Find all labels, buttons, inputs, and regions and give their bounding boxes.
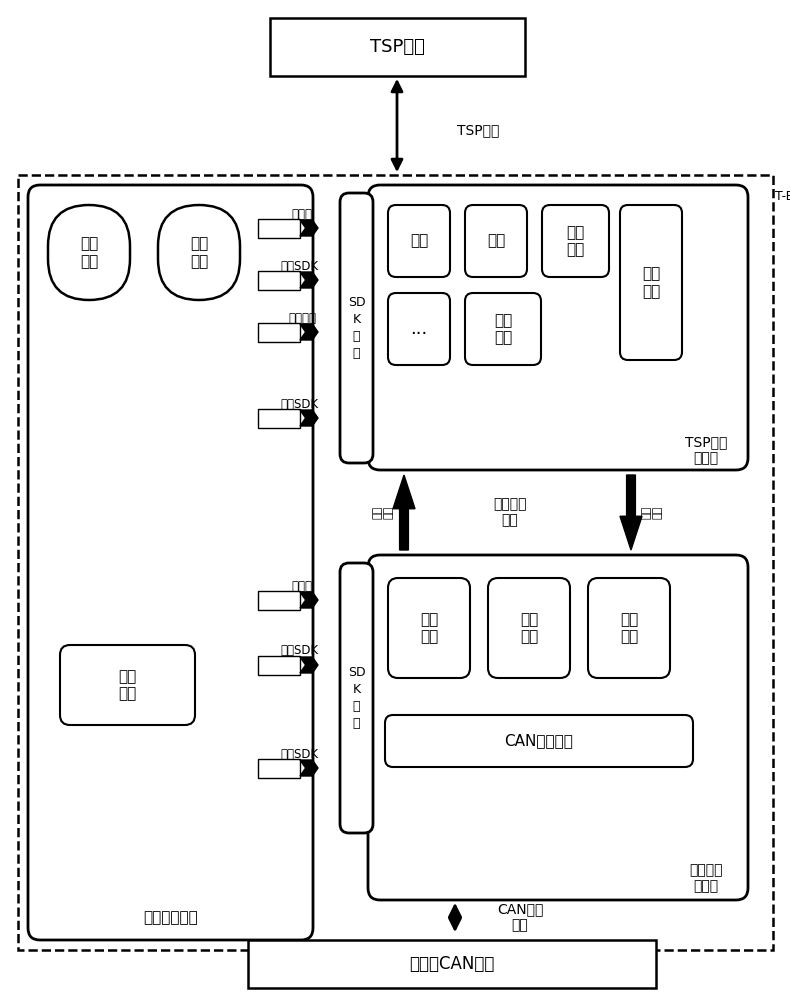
Text: 其他
业务: 其他 业务 [118, 669, 137, 701]
Text: TSP协议: TSP协议 [457, 123, 499, 137]
Text: 远程
车控: 远程 车控 [641, 266, 660, 299]
FancyBboxPatch shape [48, 205, 130, 300]
Polygon shape [300, 272, 318, 288]
Bar [248, 940, 656, 988]
Text: 日志
管理: 日志 管理 [190, 236, 208, 269]
Polygon shape [300, 220, 318, 236]
FancyBboxPatch shape [588, 578, 670, 678]
FancyBboxPatch shape [28, 185, 313, 940]
FancyBboxPatch shape [340, 193, 373, 463]
Bar [258, 322, 300, 342]
Text: 初始化: 初始化 [292, 208, 313, 221]
Polygon shape [620, 475, 642, 550]
FancyBboxPatch shape [158, 205, 240, 300]
Bar [258, 758, 300, 778]
Text: 注册: 注册 [410, 233, 428, 248]
FancyBboxPatch shape [385, 715, 693, 767]
Polygon shape [300, 410, 318, 426]
Text: SD
K
接
口: SD K 接 口 [348, 296, 365, 360]
Text: 其他
业务: 其他 业务 [620, 612, 638, 644]
Bar [258, 590, 300, 609]
Bar [258, 408, 300, 428]
Bar [18, 175, 773, 950]
Text: 停止SDK: 停止SDK [280, 748, 318, 760]
FancyBboxPatch shape [388, 205, 450, 277]
FancyBboxPatch shape [465, 205, 527, 277]
Text: 初始化: 初始化 [292, 580, 313, 592]
Text: 系统调度程序: 系统调度程序 [143, 910, 198, 926]
Text: 车型业务
文件库: 车型业务 文件库 [689, 863, 723, 893]
Text: 远程
车控: 远程 车控 [641, 506, 663, 519]
FancyBboxPatch shape [465, 293, 541, 365]
FancyBboxPatch shape [388, 293, 450, 365]
FancyBboxPatch shape [368, 185, 748, 470]
Text: 远程
车控: 远程 车控 [520, 612, 538, 644]
Text: 线程
管理: 线程 管理 [80, 236, 98, 269]
Text: 启动SDK: 启动SDK [280, 259, 318, 272]
Text: CAN数据解析: CAN数据解析 [505, 734, 574, 748]
Text: 车辆的CAN总线: 车辆的CAN总线 [409, 955, 495, 973]
FancyBboxPatch shape [488, 578, 570, 678]
Polygon shape [300, 657, 318, 673]
Text: 心跳: 心跳 [487, 233, 505, 248]
Polygon shape [393, 475, 415, 550]
Text: TSP通信
动态库: TSP通信 动态库 [685, 435, 727, 465]
FancyBboxPatch shape [368, 555, 748, 900]
Bar [270, 18, 525, 76]
Text: 车况
数据: 车况 数据 [419, 612, 438, 644]
Text: ...: ... [410, 320, 427, 338]
Text: 启动SDK: 启动SDK [280, 645, 318, 658]
FancyBboxPatch shape [60, 645, 195, 725]
Text: 车况
数据: 车况 数据 [372, 506, 393, 519]
Text: 实时
车况: 实时 车况 [566, 225, 585, 257]
FancyBboxPatch shape [620, 205, 682, 360]
Bar [258, 270, 300, 290]
Text: SD
K
接
口: SD K 接 口 [348, 666, 365, 730]
FancyBboxPatch shape [542, 205, 609, 277]
Polygon shape [300, 760, 318, 776]
Bar [258, 219, 300, 237]
Text: 私有订制
协议: 私有订制 协议 [493, 497, 527, 528]
Polygon shape [300, 324, 318, 340]
Text: 停止SDK: 停止SDK [280, 397, 318, 410]
FancyBboxPatch shape [388, 578, 470, 678]
Polygon shape [300, 592, 318, 608]
Text: CAN原始
报文: CAN原始 报文 [497, 902, 544, 933]
Text: T-Box: T-Box [775, 190, 790, 203]
FancyBboxPatch shape [340, 563, 373, 833]
Text: TSP平台: TSP平台 [370, 38, 425, 56]
Text: 网络状态: 网络状态 [288, 312, 316, 324]
Bar [258, 656, 300, 674]
Text: 历史
车况: 历史 车况 [494, 313, 512, 345]
